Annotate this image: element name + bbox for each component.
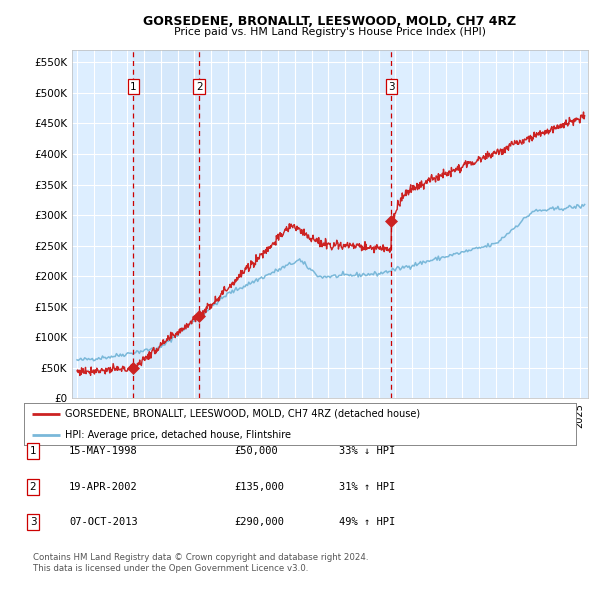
Text: 19-APR-2002: 19-APR-2002	[69, 482, 138, 491]
Text: Price paid vs. HM Land Registry's House Price Index (HPI): Price paid vs. HM Land Registry's House …	[174, 27, 486, 37]
Text: 2: 2	[29, 482, 37, 491]
Text: 2: 2	[196, 82, 203, 92]
Text: £50,000: £50,000	[234, 447, 278, 456]
Text: This data is licensed under the Open Government Licence v3.0.: This data is licensed under the Open Gov…	[33, 565, 308, 573]
Text: 07-OCT-2013: 07-OCT-2013	[69, 517, 138, 527]
Bar	[199, 50, 391, 398]
Text: 49% ↑ HPI: 49% ↑ HPI	[339, 517, 395, 527]
Text: £290,000: £290,000	[234, 517, 284, 527]
Text: 1: 1	[130, 82, 137, 92]
Text: 31% ↑ HPI: 31% ↑ HPI	[339, 482, 395, 491]
Text: 3: 3	[388, 82, 395, 92]
Bar	[133, 50, 199, 398]
Text: GORSEDENE, BRONALLT, LEESWOOD, MOLD, CH7 4RZ: GORSEDENE, BRONALLT, LEESWOOD, MOLD, CH7…	[143, 15, 517, 28]
Text: 33% ↓ HPI: 33% ↓ HPI	[339, 447, 395, 456]
Text: £135,000: £135,000	[234, 482, 284, 491]
Text: 1: 1	[29, 447, 37, 456]
Text: HPI: Average price, detached house, Flintshire: HPI: Average price, detached house, Flin…	[65, 430, 292, 440]
Text: 3: 3	[29, 517, 37, 527]
Text: Contains HM Land Registry data © Crown copyright and database right 2024.: Contains HM Land Registry data © Crown c…	[33, 553, 368, 562]
Text: GORSEDENE, BRONALLT, LEESWOOD, MOLD, CH7 4RZ (detached house): GORSEDENE, BRONALLT, LEESWOOD, MOLD, CH7…	[65, 409, 421, 418]
Text: 15-MAY-1998: 15-MAY-1998	[69, 447, 138, 456]
